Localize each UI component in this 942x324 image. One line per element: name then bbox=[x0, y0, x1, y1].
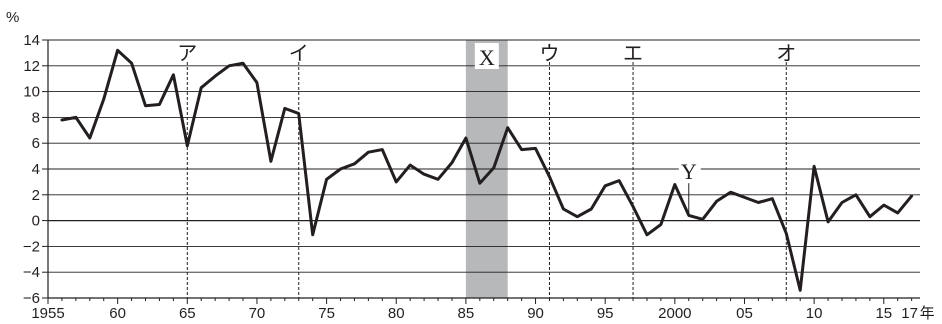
vertical-marker-label: ウ bbox=[539, 41, 559, 65]
vertical-marker-label: ア bbox=[177, 41, 197, 65]
x-tick-label: 05 bbox=[736, 305, 753, 322]
x-tick-label: 85 bbox=[458, 305, 475, 322]
x-tick-label: 10 bbox=[806, 305, 823, 322]
x-tick-label: 95 bbox=[597, 305, 614, 322]
x-axis-unit-label: 年 bbox=[920, 305, 935, 322]
x-tick-label: 80 bbox=[388, 305, 405, 322]
y-tick-label: −2 bbox=[23, 238, 40, 255]
y-tick-label: −6 bbox=[23, 290, 40, 307]
vertical-marker-label: オ bbox=[776, 41, 796, 65]
x-tick-label: 70 bbox=[249, 305, 266, 322]
x-tick-label: 15 bbox=[875, 305, 892, 322]
y-tick-label: 2 bbox=[32, 187, 40, 204]
y-tick-label: 6 bbox=[32, 135, 40, 152]
label-layer: X ア イ ウ エ オ Y bbox=[177, 41, 796, 214]
series-layer bbox=[60, 48, 914, 292]
x-tick-label: 60 bbox=[109, 305, 126, 322]
y-tick-label: 12 bbox=[23, 58, 40, 75]
x-tick-label: 90 bbox=[527, 305, 544, 322]
x-tick-label: 2000 bbox=[658, 305, 691, 322]
y-tick-label: 14 bbox=[23, 32, 40, 49]
y-tick-label: 10 bbox=[23, 84, 40, 101]
y-tick-label: −4 bbox=[23, 264, 40, 281]
y-axis-unit-label: % bbox=[6, 9, 19, 26]
y-tick-label: 4 bbox=[32, 161, 40, 178]
point-annotation-box bbox=[678, 156, 701, 179]
shaded-region-label-box bbox=[474, 43, 499, 69]
x-tick-label: 1955 bbox=[31, 305, 64, 322]
vertical-marker-label: イ bbox=[289, 41, 309, 65]
y-tick-label: 0 bbox=[32, 213, 40, 230]
x-tick-label: 17 bbox=[901, 305, 918, 322]
x-tick-label: 65 bbox=[179, 305, 196, 322]
x-tick-label: 75 bbox=[318, 305, 335, 322]
series-line bbox=[60, 48, 914, 292]
vertical-marker-label: エ bbox=[623, 41, 643, 65]
y-tick-label: 8 bbox=[32, 109, 40, 126]
point-annotation-label: Y bbox=[681, 159, 697, 184]
shaded-region-label: X bbox=[479, 45, 495, 70]
